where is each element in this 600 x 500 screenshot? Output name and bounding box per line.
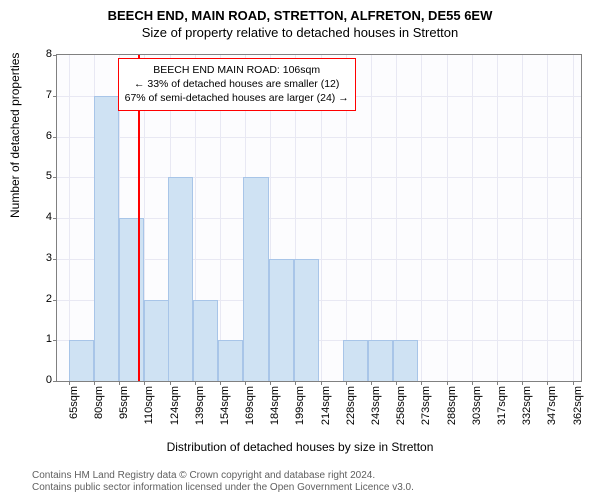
x-tick-label: 124sqm: [169, 386, 181, 426]
gridline-vertical: [396, 55, 397, 381]
x-tick-mark: [346, 381, 347, 385]
gridline-horizontal: [57, 177, 581, 178]
annotation-line-2: ← 33% of detached houses are smaller (12…: [125, 77, 349, 91]
x-tick-label: 169sqm: [244, 386, 256, 426]
y-tick-label: 4: [32, 211, 52, 223]
histogram-bar: [193, 300, 218, 382]
x-tick-label: 362sqm: [572, 386, 584, 426]
x-tick-mark: [295, 381, 296, 385]
x-tick-label: 199sqm: [294, 386, 306, 426]
x-tick-mark: [245, 381, 246, 385]
x-tick-label: 347sqm: [546, 386, 558, 426]
x-tick-mark: [396, 381, 397, 385]
histogram-bar: [343, 340, 368, 381]
y-axis-label: Number of detached properties: [8, 53, 22, 218]
gridline-vertical: [573, 55, 574, 381]
x-tick-mark: [144, 381, 145, 385]
x-tick-mark: [522, 381, 523, 385]
x-tick-mark: [270, 381, 271, 385]
x-tick-label: 332sqm: [521, 386, 533, 426]
x-tick-label: 95sqm: [118, 386, 130, 426]
y-tick-mark: [53, 259, 57, 260]
gridline-horizontal: [57, 137, 581, 138]
annotation-box: BEECH END MAIN ROAD: 106sqm← 33% of deta…: [118, 58, 356, 111]
histogram-bar: [144, 300, 169, 382]
y-tick-mark: [53, 381, 57, 382]
x-tick-label: 317sqm: [496, 386, 508, 426]
x-tick-label: 184sqm: [269, 386, 281, 426]
x-tick-label: 154sqm: [219, 386, 231, 426]
x-tick-label: 273sqm: [420, 386, 432, 426]
x-tick-label: 110sqm: [143, 386, 155, 426]
x-tick-label: 243sqm: [370, 386, 382, 426]
y-tick-mark: [53, 340, 57, 341]
gridline-vertical: [522, 55, 523, 381]
plot-area: BEECH END MAIN ROAD: 106sqm← 33% of deta…: [56, 54, 582, 382]
gridline-vertical: [371, 55, 372, 381]
gridline-vertical: [421, 55, 422, 381]
x-tick-label: 228sqm: [345, 386, 357, 426]
histogram-bar: [269, 259, 294, 381]
footer-line-2: Contains public sector information licen…: [32, 482, 414, 494]
x-tick-mark: [94, 381, 95, 385]
x-tick-mark: [170, 381, 171, 385]
x-tick-label: 258sqm: [395, 386, 407, 426]
x-tick-mark: [321, 381, 322, 385]
gridline-vertical: [497, 55, 498, 381]
y-tick-label: 3: [32, 252, 52, 264]
histogram-bar: [243, 177, 268, 381]
gridline-vertical: [447, 55, 448, 381]
histogram-bar: [119, 218, 144, 381]
y-tick-mark: [53, 177, 57, 178]
gridline-vertical: [69, 55, 70, 381]
x-axis-label: Distribution of detached houses by size …: [0, 440, 600, 454]
y-tick-label: 2: [32, 293, 52, 305]
x-tick-label: 214sqm: [320, 386, 332, 426]
x-tick-mark: [421, 381, 422, 385]
histogram-bar: [368, 340, 393, 381]
y-tick-label: 8: [32, 48, 52, 60]
histogram-bar: [393, 340, 418, 381]
x-tick-label: 303sqm: [471, 386, 483, 426]
chart-title-sub: Size of property relative to detached ho…: [0, 23, 600, 40]
histogram-bar: [218, 340, 243, 381]
y-tick-mark: [53, 218, 57, 219]
y-tick-mark: [53, 137, 57, 138]
histogram-bar: [294, 259, 319, 381]
chart-title-main: BEECH END, MAIN ROAD, STRETTON, ALFRETON…: [0, 0, 600, 23]
x-tick-label: 65sqm: [68, 386, 80, 426]
y-tick-label: 1: [32, 333, 52, 345]
gridline-vertical: [547, 55, 548, 381]
annotation-line-1: BEECH END MAIN ROAD: 106sqm: [125, 63, 349, 77]
x-tick-mark: [220, 381, 221, 385]
chart-container: BEECH END, MAIN ROAD, STRETTON, ALFRETON…: [0, 0, 600, 500]
footer-attribution: Contains HM Land Registry data © Crown c…: [32, 470, 414, 494]
histogram-bar: [94, 96, 119, 381]
x-tick-mark: [447, 381, 448, 385]
x-tick-mark: [371, 381, 372, 385]
x-tick-label: 139sqm: [194, 386, 206, 426]
x-tick-mark: [472, 381, 473, 385]
x-tick-label: 288sqm: [446, 386, 458, 426]
y-tick-mark: [53, 55, 57, 56]
x-tick-mark: [573, 381, 574, 385]
gridline-vertical: [472, 55, 473, 381]
x-tick-label: 80sqm: [93, 386, 105, 426]
histogram-bar: [69, 340, 94, 381]
y-tick-label: 5: [32, 170, 52, 182]
histogram-bar: [168, 177, 193, 381]
y-tick-mark: [53, 300, 57, 301]
footer-line-1: Contains HM Land Registry data © Crown c…: [32, 470, 414, 482]
x-tick-mark: [195, 381, 196, 385]
x-tick-mark: [497, 381, 498, 385]
x-tick-mark: [547, 381, 548, 385]
y-tick-mark: [53, 96, 57, 97]
y-tick-label: 0: [32, 374, 52, 386]
annotation-line-3: 67% of semi-detached houses are larger (…: [125, 91, 349, 105]
y-tick-label: 6: [32, 130, 52, 142]
y-tick-label: 7: [32, 89, 52, 101]
x-tick-mark: [119, 381, 120, 385]
x-tick-mark: [69, 381, 70, 385]
